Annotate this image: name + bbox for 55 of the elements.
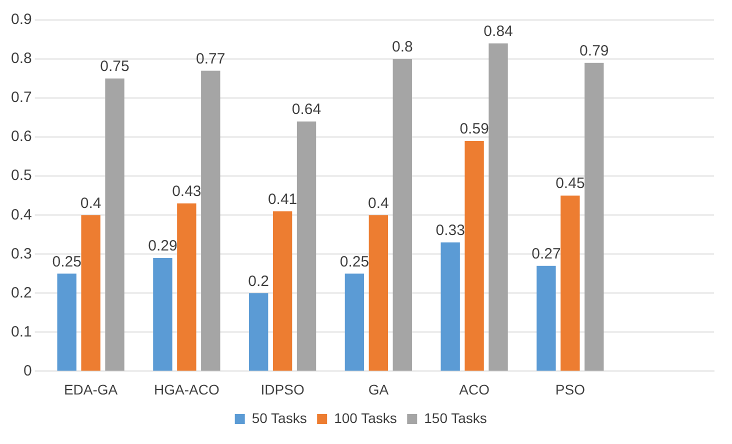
x-tick-label: ACO xyxy=(459,381,490,398)
data-label: 0.4 xyxy=(80,194,102,212)
x-tick-label: HGA-ACO xyxy=(154,381,220,398)
bar xyxy=(105,78,124,371)
data-label: 0.77 xyxy=(196,50,226,68)
data-label: 0.45 xyxy=(556,175,585,192)
bar xyxy=(81,215,100,371)
data-label: 0.79 xyxy=(580,42,609,60)
legend-label: 50 Tasks xyxy=(252,410,307,426)
x-tick-label: GA xyxy=(368,381,390,398)
data-label: 0.75 xyxy=(100,58,130,76)
bar xyxy=(560,196,580,371)
data-label: 0.59 xyxy=(460,120,489,138)
data-label: 0.84 xyxy=(484,23,513,40)
bar xyxy=(440,242,460,371)
bar xyxy=(153,258,172,371)
bar xyxy=(584,62,604,371)
data-label: 0.25 xyxy=(340,253,370,270)
y-tick-label: 0 xyxy=(24,362,32,380)
data-label: 0.25 xyxy=(52,253,82,270)
x-tick-label: EDA-GA xyxy=(64,381,118,398)
y-tick-label: 0.6 xyxy=(10,128,32,146)
data-label: 0.8 xyxy=(392,38,413,56)
bar xyxy=(464,140,484,371)
bar xyxy=(177,203,196,371)
bar xyxy=(344,274,364,371)
y-tick-label: 0.8 xyxy=(10,50,32,68)
bar xyxy=(392,59,412,371)
legend-label: 100 Tasks xyxy=(334,410,397,426)
y-tick-label: 0.4 xyxy=(10,206,32,224)
bar xyxy=(272,211,292,371)
y-tick-label: 0.1 xyxy=(10,323,32,340)
x-tick-label: PSO xyxy=(555,381,586,398)
y-tick-label: 0.5 xyxy=(10,167,32,184)
x-tick-label: IDPSO xyxy=(260,381,304,398)
bar xyxy=(296,121,316,371)
y-tick-label: 0.9 xyxy=(10,11,32,28)
bar xyxy=(368,215,388,371)
legend-label: 150 Tasks xyxy=(424,410,487,426)
bar xyxy=(536,266,556,371)
y-tick-label: 0.2 xyxy=(10,284,32,302)
bar xyxy=(248,293,268,371)
y-tick-label: 0.7 xyxy=(10,89,32,106)
data-label: 0.43 xyxy=(172,183,202,200)
data-label: 0.29 xyxy=(148,238,178,255)
bar xyxy=(488,43,508,371)
data-label: 0.4 xyxy=(368,194,389,212)
data-label: 0.33 xyxy=(436,222,465,240)
bar xyxy=(57,274,76,371)
bar xyxy=(201,70,220,371)
data-label: 0.64 xyxy=(292,101,322,118)
data-label: 0.41 xyxy=(268,190,298,208)
y-tick-label: 0.3 xyxy=(10,245,32,262)
data-label: 0.2 xyxy=(248,272,270,290)
data-label: 0.27 xyxy=(532,245,561,262)
